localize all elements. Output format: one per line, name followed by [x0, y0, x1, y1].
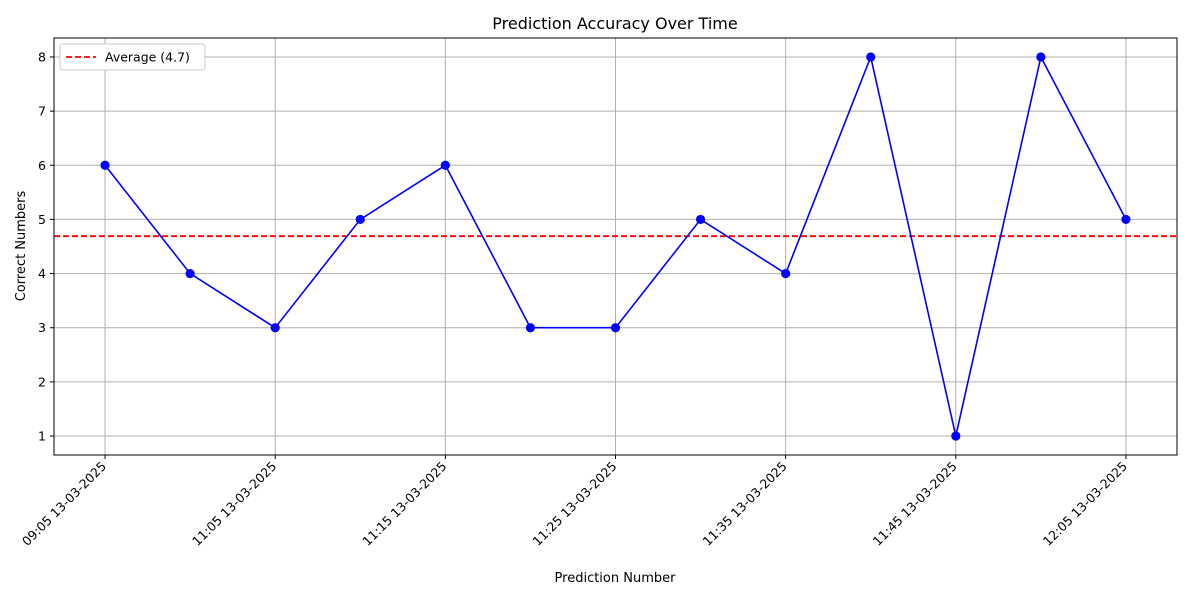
data-point [525, 323, 536, 333]
grid-lines [54, 38, 1177, 455]
y-tick-label: 3 [38, 320, 46, 335]
data-point [100, 160, 110, 170]
x-tick-label: 11:35 13-03-2025 [700, 459, 790, 549]
legend-box [59, 43, 206, 71]
data-point [951, 431, 961, 441]
x-tick-label: 11:45 13-03-2025 [870, 459, 960, 549]
series-group [100, 52, 1131, 441]
data-point [781, 268, 791, 279]
x-tick-label: 12:05 13-03-2025 [1040, 459, 1130, 549]
y-tick-label: 5 [38, 212, 46, 227]
data-point [866, 52, 876, 62]
y-tick-label: 1 [38, 429, 46, 444]
y-tick-label: 4 [38, 266, 46, 281]
data-point [1036, 52, 1046, 62]
data-point [610, 323, 621, 333]
x-tick-label: 11:15 13-03-2025 [359, 459, 449, 549]
data-point [270, 323, 280, 333]
data-point [355, 214, 365, 225]
chart-title: Prediction Accuracy Over Time [492, 14, 737, 33]
x-tick-label: 09:05 13-03-2025 [19, 459, 109, 549]
y-tick-label: 7 [38, 104, 46, 119]
y-tick-label: 6 [38, 158, 46, 173]
y-tick-label: 2 [38, 374, 46, 389]
y-axis: 1 2 3 4 5 6 7 8 [38, 49, 54, 444]
data-point [440, 160, 450, 170]
x-axis-label: Prediction Number [555, 571, 677, 586]
legend: Average (4.7) [59, 43, 206, 71]
legend-label-average: Average (4.7) [105, 50, 190, 65]
data-point [1121, 214, 1131, 225]
x-tick-label: 11:05 13-03-2025 [189, 459, 279, 549]
x-tick-label: 11:25 13-03-2025 [529, 459, 619, 549]
y-axis-label: Correct Numbers [14, 190, 29, 301]
x-axis: 09:05 13-03-2025 11:05 13-03-2025 11:15 13… [19, 455, 1130, 549]
y-tick-label: 8 [38, 49, 46, 64]
data-point [185, 268, 195, 279]
data-point [695, 214, 706, 225]
